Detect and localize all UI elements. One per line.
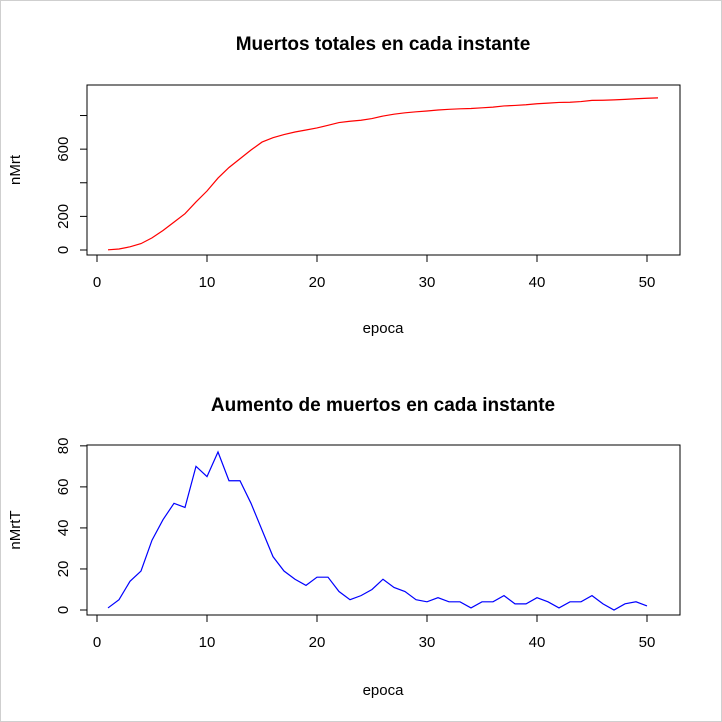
x-tick-label: 30 [419,274,436,291]
x-axis: 0 10 20 30 40 50 [93,255,656,291]
x-tick-label: 0 [93,274,101,291]
y-tick-label: 200 [55,204,72,229]
y-tick-label: 80 [55,438,72,455]
x-axis: 0 10 20 30 40 50 [93,615,656,651]
chart-panel-muertos-totales: Muertos totales en cada instante epoca n… [7,34,681,337]
y-axis: 0 20 40 60 80 [55,438,87,614]
plot-box [86,444,681,616]
y-tick-label: 20 [55,561,72,578]
x-tick-label: 50 [639,274,656,291]
y-tick-label: 0 [55,606,72,614]
chart-panel-aumento-muertos: Aumento de muertos en cada instante epoc… [7,395,681,699]
chart-title: Aumento de muertos en cada instante [211,395,555,416]
y-axis-label: nMrtT [7,510,24,549]
x-axis-label: epoca [363,320,405,337]
x-tick-label: 20 [309,274,326,291]
x-tick-label: 30 [419,634,436,651]
y-tick-label: 0 [55,246,72,254]
x-tick-label: 10 [199,634,216,651]
x-tick-label: 10 [199,274,216,291]
x-tick-label: 40 [529,634,546,651]
x-tick-label: 50 [639,634,656,651]
x-tick-label: 20 [309,634,326,651]
series-line [107,97,659,251]
x-tick-label: 0 [93,634,101,651]
y-tick-label: 40 [55,520,72,537]
y-tick-label: 600 [55,137,72,162]
series-line [107,450,648,611]
y-axis-label: nMrt [7,154,24,185]
y-tick-label: 60 [55,479,72,496]
plot-box [86,84,681,256]
chart-title: Muertos totales en cada instante [236,34,531,55]
y-axis: 0 200 600 [55,115,87,254]
x-axis-label: epoca [363,682,405,699]
x-tick-label: 40 [529,274,546,291]
